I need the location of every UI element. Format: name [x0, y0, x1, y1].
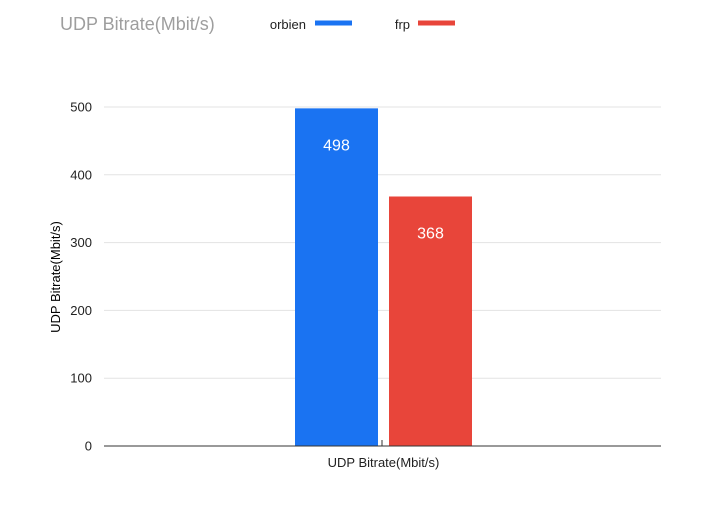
y-axis-title: UDP Bitrate(Mbit/s) — [48, 221, 63, 333]
y-axis-ticks: 0 100 200 300 400 500 — [70, 100, 92, 454]
bar-orbien — [295, 108, 378, 446]
x-tick-label: UDP Bitrate(Mbit/s) — [328, 455, 440, 470]
x-axis-ticks: UDP Bitrate(Mbit/s) — [328, 455, 440, 470]
chart-title: UDP Bitrate(Mbit/s) — [60, 14, 215, 34]
y-tick-label: 200 — [70, 303, 92, 318]
data-label-orbien: 498 — [323, 137, 350, 154]
legend: orbien frp — [270, 17, 455, 32]
y-tick-label: 400 — [70, 167, 92, 182]
bars — [295, 108, 472, 446]
y-tick-label: 300 — [70, 235, 92, 250]
data-label-frp: 368 — [417, 225, 444, 242]
legend-swatch-orbien — [315, 20, 352, 26]
bar-frp — [389, 196, 472, 446]
y-tick-label: 0 — [85, 439, 92, 454]
gridlines — [104, 106, 661, 379]
y-tick-label: 100 — [70, 371, 92, 386]
y-tick-label: 500 — [70, 100, 92, 115]
legend-label-frp: frp — [395, 17, 410, 32]
data-labels: 498 368 — [323, 137, 444, 242]
legend-label-orbien: orbien — [270, 17, 306, 32]
legend-swatch-frp — [418, 20, 455, 26]
